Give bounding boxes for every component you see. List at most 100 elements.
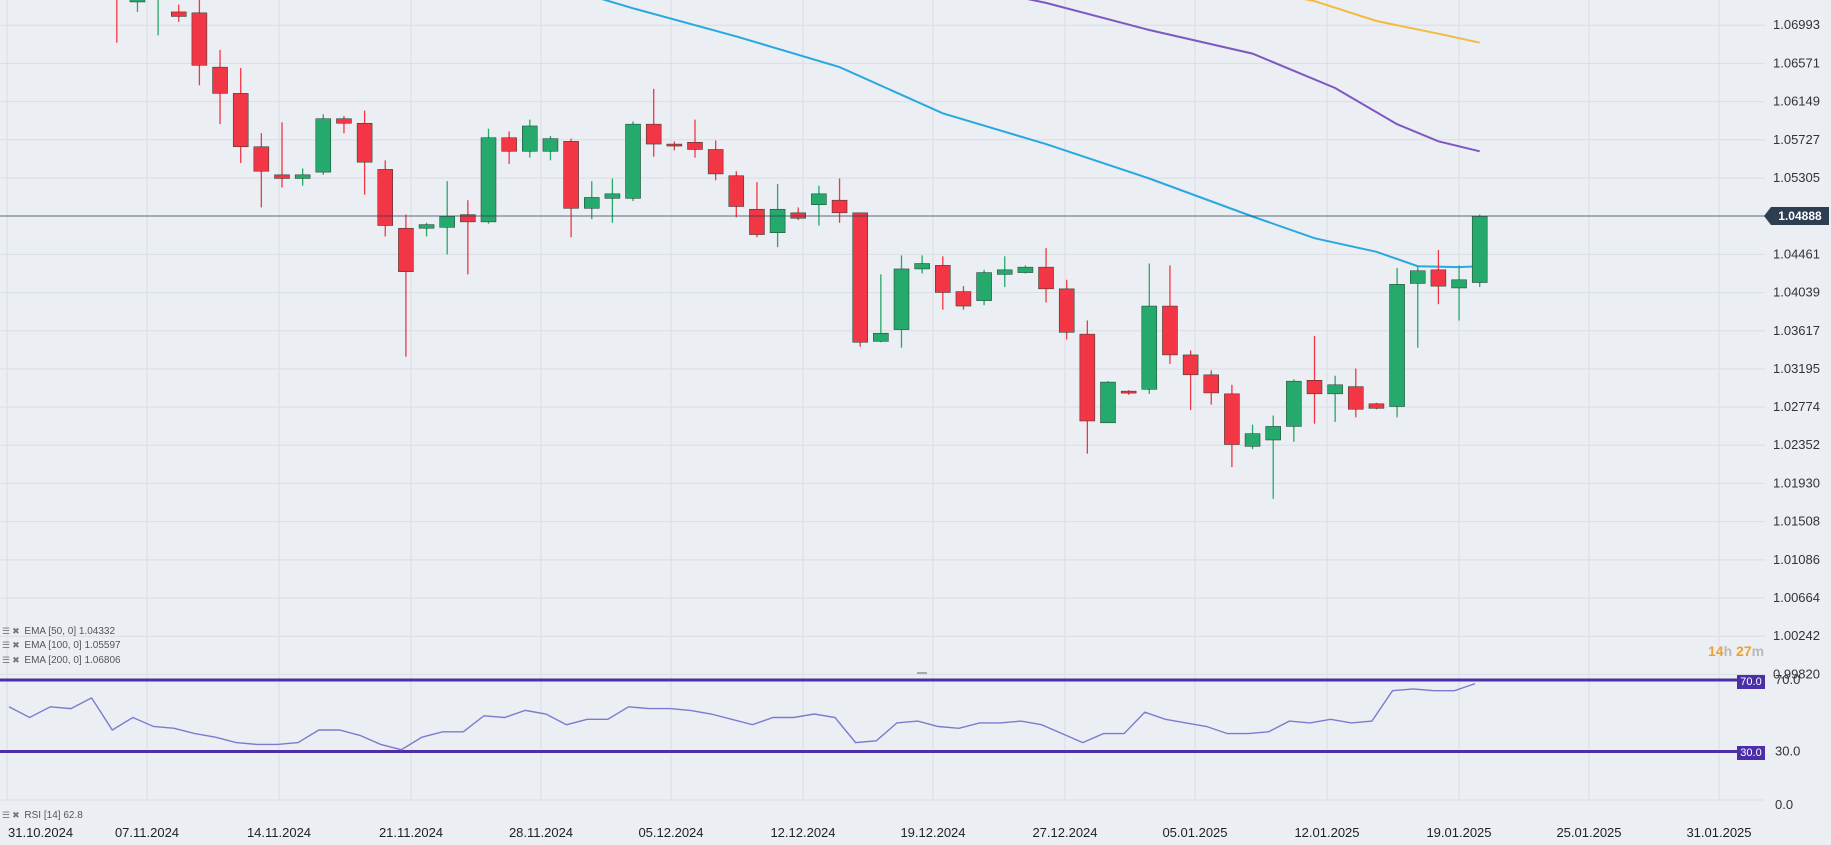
candle-body <box>1368 403 1385 409</box>
date-label: 07.11.2024 <box>115 825 179 840</box>
candle-body <box>935 265 951 293</box>
candle <box>1410 265 1426 348</box>
date-label: 31.10.2024 <box>8 825 73 840</box>
candle <box>212 49 228 125</box>
candle <box>1244 424 1261 450</box>
ema50-legend[interactable]: ☰ ✖ EMA [50, 0] 1.04332 <box>2 626 115 637</box>
candle <box>1368 402 1385 410</box>
candle-body <box>1286 380 1302 427</box>
candle-body <box>336 118 352 124</box>
candle-body <box>1389 284 1405 407</box>
candle-body <box>1079 333 1096 422</box>
close-icon[interactable]: ✖ <box>12 640 20 650</box>
candle-body <box>1038 266 1054 290</box>
list-icon[interactable]: ☰ <box>2 655 11 665</box>
candle-body <box>1265 426 1281 441</box>
candle-body <box>997 269 1013 275</box>
ema200-legend[interactable]: ☰ ✖ EMA [200, 0] 1.06806 <box>2 655 121 666</box>
price-tick-label: 1.05727 <box>1773 132 1820 147</box>
candle <box>666 141 683 151</box>
candle-body <box>563 141 579 209</box>
candle <box>1162 265 1178 364</box>
candle-body <box>1120 390 1137 394</box>
candle-body <box>1224 393 1240 445</box>
candle <box>1389 268 1405 418</box>
candle <box>1224 384 1240 468</box>
close-icon[interactable]: ✖ <box>12 655 20 665</box>
candle-body <box>1410 270 1426 284</box>
timer-hours-unit: h <box>1723 643 1733 659</box>
price-tick-label: 1.04039 <box>1773 285 1820 300</box>
ema200-value: 1.06806 <box>84 655 121 666</box>
candle <box>157 0 159 36</box>
close-icon[interactable]: ✖ <box>12 810 20 820</box>
candle-body <box>377 169 393 226</box>
date-label: 25.01.2025 <box>1556 825 1621 840</box>
candle-body <box>893 268 910 330</box>
timer-minutes-unit: m <box>1751 643 1765 659</box>
candle <box>584 181 600 220</box>
candle <box>955 286 972 310</box>
date-label: 14.11.2024 <box>247 825 311 840</box>
candle <box>873 274 889 343</box>
candle-body <box>212 66 228 94</box>
candle-body <box>728 175 745 207</box>
ema-line <box>1027 0 1480 153</box>
candle <box>1038 248 1054 303</box>
candle <box>604 178 621 223</box>
price-tick-label: 1.06149 <box>1773 94 1820 109</box>
candle <box>294 168 311 186</box>
candle <box>563 138 579 238</box>
candle <box>232 68 249 164</box>
candle-body <box>522 125 538 152</box>
candle <box>1182 350 1199 411</box>
candle-body <box>191 12 208 66</box>
ema100-legend[interactable]: ☰ ✖ EMA [100, 0] 1.05597 <box>2 640 121 651</box>
list-icon[interactable]: ☰ <box>2 640 11 650</box>
list-icon[interactable]: ☰ <box>2 810 11 820</box>
candle <box>501 131 517 164</box>
ema100-label: EMA [100, 0] <box>24 640 82 651</box>
candle-body <box>1058 288 1075 333</box>
date-label: 31.01.2025 <box>1686 825 1751 840</box>
candle-body <box>749 208 765 235</box>
candle <box>1306 335 1323 424</box>
candle-body <box>1162 305 1178 356</box>
date-label: 12.12.2024 <box>770 825 835 840</box>
candle-body <box>831 199 848 214</box>
candle-body <box>315 118 332 173</box>
date-label: 05.12.2024 <box>638 825 703 840</box>
date-label: 19.01.2025 <box>1426 825 1491 840</box>
date-label: 21.11.2024 <box>379 825 443 840</box>
candle-body <box>645 123 662 145</box>
price-axis: 1.06993 1.06571 1.06149 1.05727 1.05305 1.044… <box>1773 17 1820 681</box>
price-tick-label: 1.01508 <box>1773 514 1820 529</box>
candle-body <box>666 143 683 147</box>
candle <box>935 256 951 310</box>
close-icon[interactable]: ✖ <box>12 626 20 636</box>
ema200-label: EMA [200, 0] <box>24 655 82 666</box>
rsi-line <box>8 682 1476 751</box>
candle-body <box>1244 433 1261 447</box>
ema50-value: 1.04332 <box>78 626 116 637</box>
candle <box>377 160 393 237</box>
rsi-label: RSI [14] <box>24 810 61 821</box>
rsi-legend[interactable]: ☰ ✖ RSI [14] 62.8 <box>2 810 83 821</box>
candle <box>1203 370 1219 405</box>
candle <box>336 116 352 134</box>
candle-body <box>852 212 868 343</box>
candle-body <box>976 272 992 301</box>
candle <box>707 140 724 181</box>
rsi-tick-label: 70.0 <box>1775 672 1800 687</box>
list-icon[interactable]: ☰ <box>2 626 11 636</box>
candle-body <box>790 212 806 219</box>
candle-body <box>1430 269 1447 287</box>
candle <box>315 114 332 175</box>
timer-hours: 14 <box>1708 643 1724 659</box>
candle <box>1471 214 1488 288</box>
candle <box>116 0 118 43</box>
candle-body <box>625 123 641 199</box>
candle-body <box>873 332 889 342</box>
timer-minutes: 27 <box>1736 643 1752 659</box>
